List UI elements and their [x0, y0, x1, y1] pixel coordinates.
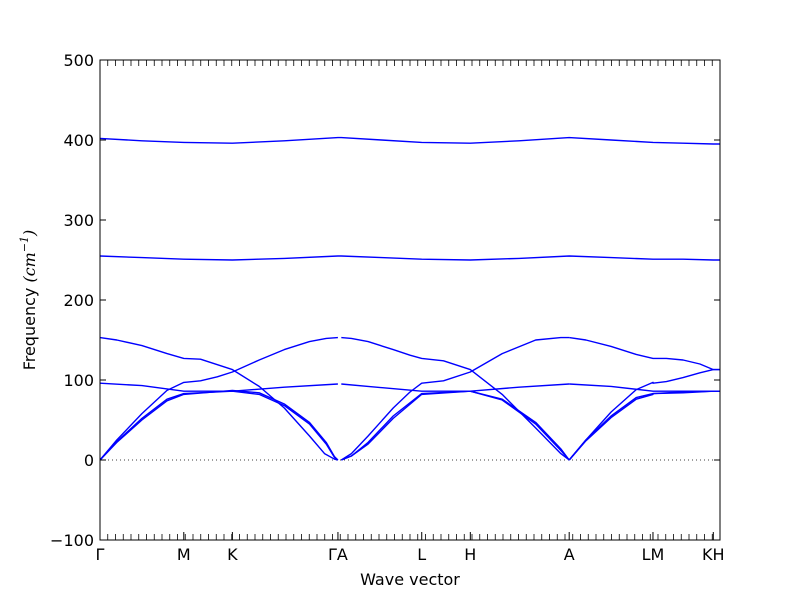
- band-line-2: [99, 336, 338, 461]
- y-tick-label: 500: [63, 51, 94, 70]
- x-tick-label: H: [464, 545, 476, 564]
- x-tick-label: ΓA: [328, 545, 348, 564]
- y-axis-unit: (cm: [20, 252, 39, 282]
- band-line-10: [341, 390, 570, 461]
- band-line-11: [341, 390, 570, 461]
- band-line-12: [568, 368, 720, 461]
- band-line-15: [568, 390, 720, 461]
- x-axis-label: Wave vector: [360, 570, 460, 589]
- band-line-9: [341, 383, 570, 392]
- y-tick-label: 300: [63, 211, 94, 230]
- tick-layer: −100 0 100 200 300 400 500 Γ M K ΓA L H A LM KH: [50, 51, 725, 564]
- x-tick-label: A: [564, 545, 575, 564]
- y-tick-label: 200: [63, 291, 94, 310]
- band-line-14: [569, 383, 720, 392]
- band-line-3: [99, 336, 339, 461]
- band-line-5: [99, 390, 339, 461]
- x-tick-label: Γ: [96, 545, 105, 564]
- y-axis-unit-close: ): [20, 230, 39, 237]
- band-line-0: [99, 136, 720, 145]
- y-tick-label: 400: [63, 131, 94, 150]
- y-axis-label-text: Frequency: [20, 288, 39, 371]
- y-axis-label: Frequency (cm−1): [18, 230, 39, 371]
- x-tick-label: KH: [702, 545, 725, 564]
- band-line-13: [569, 336, 720, 371]
- x-tick-label: M: [177, 545, 191, 564]
- plot-frame: [99, 59, 721, 541]
- series-layer: [99, 136, 720, 461]
- x-tick-label: K: [227, 545, 238, 564]
- x-tick-label: LM: [642, 545, 665, 564]
- x-tick-label: L: [417, 545, 426, 564]
- band-line-8: [341, 336, 570, 461]
- y-tick-label: 0: [84, 451, 94, 470]
- y-tick-label: 100: [63, 371, 94, 390]
- band-line-6: [99, 389, 339, 461]
- band-line-4: [99, 382, 338, 392]
- y-axis-unit-exponent: −1: [18, 236, 31, 252]
- band-line-1: [99, 255, 720, 261]
- band-line-16: [568, 390, 720, 461]
- band-line-7: [340, 336, 570, 461]
- y-tick-label: −100: [50, 531, 94, 550]
